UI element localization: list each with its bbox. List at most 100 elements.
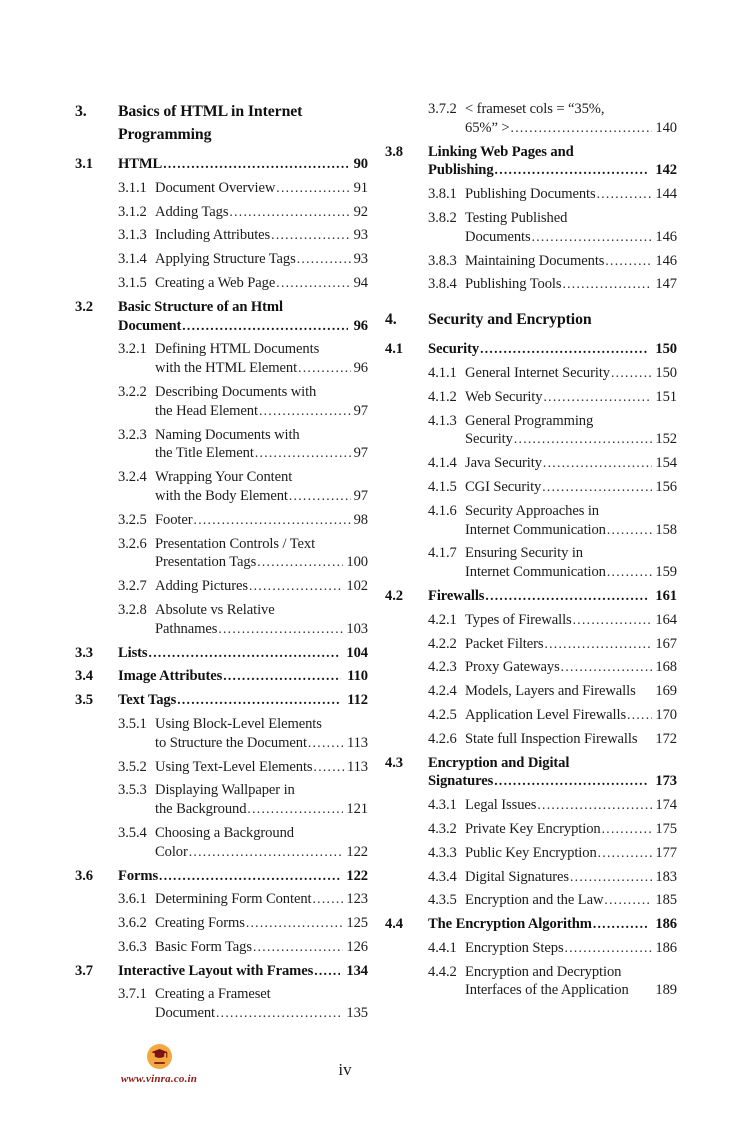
toc-entry-title: Displaying Wallpaper in the Background 121 [155, 781, 368, 819]
toc-entry-title-line: Basic Structure of an Html [118, 298, 283, 315]
toc-entry: 3.8.3 Maintaining Documents 146 [385, 252, 677, 271]
dot-leader [257, 553, 343, 572]
toc-entry-title-line: Adding Pictures [155, 578, 248, 595]
toc-entry-title-line: Naming Documents with [155, 426, 300, 443]
toc-entry-number: 3.8.1 [428, 186, 457, 203]
toc-entry: 4.4 The Encryption Algorithm 186 [385, 915, 677, 934]
toc-entry-page: 146 [655, 228, 677, 245]
toc-entry-title: Absolute vs Relative Pathnames 103 [155, 601, 368, 639]
toc-entry: 4.4.1 Encryption Steps 186 [385, 939, 677, 958]
toc-entry-page: 92 [353, 203, 369, 220]
toc-entry-title-line: the Title Element [155, 445, 254, 462]
toc-entry-page: 93 [353, 227, 369, 244]
toc-entry-number: 4.1.4 [428, 455, 457, 472]
toc-entry: 3.1.1 Document Overview 91 [75, 179, 368, 198]
toc-entry: 4.1.4 Java Security 154 [385, 454, 677, 473]
toc-entry-page: 94 [353, 274, 369, 291]
toc-entry: 3.4 Image Attributes 110 [75, 667, 368, 686]
toc-entry-title: Wrapping Your Content with the Body Eleme… [155, 468, 368, 506]
toc-entry-page: 151 [655, 388, 677, 405]
toc-entry-title-line: Adding Tags [155, 203, 229, 220]
toc-entry-title: Lists 104 [118, 644, 368, 663]
toc-entry-number: 3.1.4 [118, 251, 147, 268]
toc-entry-title-line: Creating a Frameset [155, 986, 271, 1003]
toc-entry-number: 4.2.4 [428, 683, 457, 700]
toc-entry-last-line: Color 122 [155, 843, 368, 862]
toc-entry-last-line: Internet Communication 158 [465, 521, 677, 540]
toc-entry-last-line: Security 150 [428, 340, 677, 359]
toc-entry: 3.6.3 Basic Form Tags 126 [75, 938, 368, 957]
toc-entry-page: 97 [353, 487, 369, 504]
toc-entry-page: 97 [353, 445, 369, 462]
toc-entry-last-line: Text Tags 112 [118, 691, 368, 710]
toc-entry-last-line: with the Body Element 97 [155, 487, 368, 506]
toc-entry-last-line: Internet Communication 159 [465, 563, 677, 582]
toc-entry-page: 167 [655, 635, 677, 652]
toc-entry-page: 186 [655, 916, 677, 933]
toc-entry-title: Creating a Web Page 94 [155, 274, 368, 293]
toc-entry: 4.1.2 Web Security 151 [385, 388, 677, 407]
toc-entry-number: 4.3.5 [428, 892, 457, 909]
toc-entry-number: 3.2.5 [118, 511, 147, 528]
toc-entry: 4.1.7 Ensuring Security in Internet Commun… [385, 544, 677, 582]
toc-entry-title: Publishing Tools 147 [465, 275, 677, 294]
toc-entry-page: 97 [353, 402, 369, 419]
dot-leader [543, 454, 652, 473]
toc-entry-number: 4.3.3 [428, 844, 457, 861]
toc-entry-last-line: Public Key Encryption 177 [465, 844, 677, 863]
toc-entry-number: 3.2.7 [118, 578, 147, 595]
toc-entry-page: 183 [655, 868, 677, 885]
toc-entry-page: 150 [655, 364, 677, 381]
toc-entry-number: 4.1.7 [428, 545, 457, 562]
toc-entry-last-line: The Encryption Algorithm 186 [428, 915, 677, 934]
toc-entry: 4.2.1 Types of Firewalls 164 [385, 611, 677, 630]
toc-entry-title-line: Color [155, 843, 188, 860]
dot-leader [255, 444, 351, 463]
toc-entry: 3.2.4 Wrapping Your Content with the Body … [75, 468, 368, 506]
toc-entry-number: 3.5.2 [118, 758, 147, 775]
toc-entry-last-line: Document 96 [118, 317, 368, 336]
toc-entry-title-line: Java Security [465, 455, 542, 472]
toc-entry-title: Encryption and Decryption Interfaces of t… [465, 963, 677, 1001]
toc-entry-number: 4.1.1 [428, 364, 457, 381]
dot-leader [313, 890, 344, 909]
toc-entry: 4.3.4 Digital Signatures 183 [385, 868, 677, 887]
toc-entry-title: Basics of HTML in Internet Programming [118, 100, 368, 146]
toc-entry-last-line: Including Attributes 93 [155, 226, 368, 245]
toc-entry-title: Web Security 151 [465, 388, 677, 407]
toc-entry-title-line: Document [155, 1005, 215, 1022]
toc-entry: 4.3.2 Private Key Encryption 175 [385, 820, 677, 839]
toc-entry-page: 156 [655, 478, 677, 495]
toc-entry: 3.7.2 < frameset cols = “35%, 65%” > 140 [385, 100, 677, 138]
toc-entry-title-line: Creating Forms [155, 915, 245, 932]
toc-entry: 4.3.1 Legal Issues 174 [385, 796, 677, 815]
toc-entry-title-line: Defining HTML Documents [155, 341, 320, 358]
toc-entry-title-line: Legal Issues [465, 797, 537, 814]
toc-entry: 3.2 Basic Structure of an Html Document 96 [75, 298, 368, 336]
dot-leader [271, 226, 350, 245]
toc-entry: 4.1.1 General Internet Security 150 [385, 364, 677, 383]
toc-entry: 4.4.2 Encryption and Decryption Interfaces… [385, 963, 677, 1001]
toc-entry-title: Defining HTML Documents with the HTML Ele… [155, 340, 368, 378]
toc-entry-page: 98 [353, 511, 369, 528]
toc-column-left: 3. Basics of HTML in Internet Programming 3… [75, 100, 368, 1028]
toc-entry-number: 3.6.2 [118, 915, 147, 932]
toc-entry-last-line: Creating a Web Page 94 [155, 274, 368, 293]
toc-entry-page: 164 [655, 611, 677, 628]
dot-leader [570, 868, 652, 887]
toc-entry-title-line: Absolute vs Relative [155, 601, 275, 618]
dot-leader [249, 577, 343, 596]
toc-entry-title: Image Attributes 110 [118, 667, 368, 686]
dot-leader [298, 359, 351, 378]
toc-entry-number: 3.2.2 [118, 383, 147, 400]
toc-entry-title: Determining Form Content 123 [155, 890, 368, 909]
toc-entry-number: 3.7.2 [428, 101, 457, 117]
toc-entry-number: 3.1.2 [118, 203, 147, 220]
toc-entry-page: 147 [655, 276, 677, 293]
toc-entry-last-line: General Internet Security 150 [465, 364, 677, 383]
toc-entry-number: 3.6.3 [118, 938, 147, 955]
toc-entry-title-line: to Structure the Document [155, 734, 307, 751]
toc-entry-page: 177 [655, 844, 677, 861]
toc-entry-number: 4.2.3 [428, 659, 457, 676]
toc-entry-number: 4.2.6 [428, 730, 457, 747]
